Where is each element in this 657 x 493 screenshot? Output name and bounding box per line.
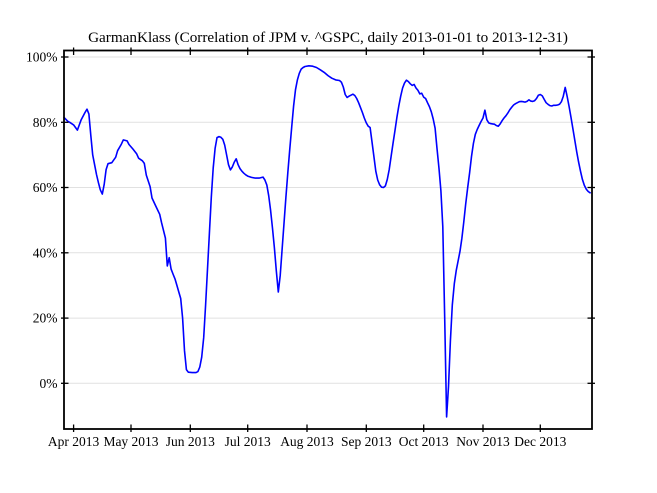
x-axis-label: Dec 2013 xyxy=(514,434,566,449)
y-axis-label: 40% xyxy=(33,245,58,260)
x-axis-label: Oct 2013 xyxy=(399,434,449,449)
y-axis-label: 60% xyxy=(33,180,58,195)
x-axis-label: Nov 2013 xyxy=(456,434,510,449)
x-axis-label: Sep 2013 xyxy=(341,434,392,449)
chart-title: GarmanKlass (Correlation of JPM v. ^GSPC… xyxy=(88,29,568,46)
x-axis-label: Jul 2013 xyxy=(225,434,271,449)
y-axis-label: 100% xyxy=(26,50,58,65)
plot-frame xyxy=(63,49,593,430)
y-axis-label: 20% xyxy=(33,311,58,326)
x-axis-label: Apr 2013 xyxy=(48,434,100,449)
y-axis-label: 0% xyxy=(40,376,58,391)
x-axis-label: Jun 2013 xyxy=(166,434,215,449)
series-line xyxy=(63,65,591,418)
plot-area: 0% 20% 40% 60% 80% 100% Apr 2013 May 2013 Jun 20… xyxy=(26,47,595,449)
y-axis-label: 80% xyxy=(33,115,58,130)
x-axis-label: May 2013 xyxy=(103,434,158,449)
x-axis-label: Aug 2013 xyxy=(280,434,334,449)
